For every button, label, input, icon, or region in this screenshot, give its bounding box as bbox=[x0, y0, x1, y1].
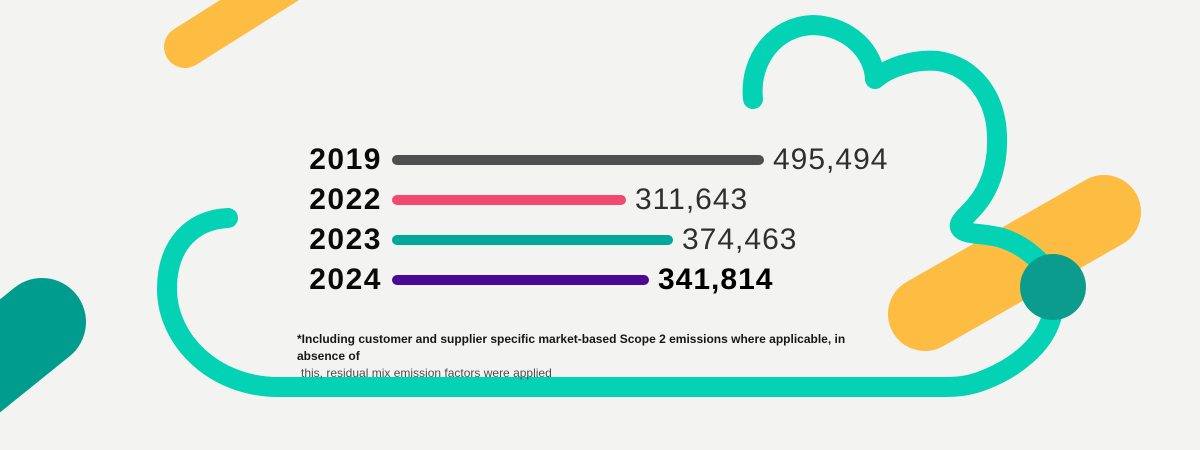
value-label: 495,494 bbox=[773, 143, 889, 176]
footnote-line-2: this, residual mix emission factors were… bbox=[301, 366, 552, 380]
chart-row-2019: 2019 495,494 bbox=[300, 140, 888, 180]
bar bbox=[392, 275, 649, 285]
bar bbox=[392, 235, 673, 245]
cloud-outline-shape bbox=[157, 15, 1066, 397]
chart-row-2024: 2024 341,814 bbox=[300, 260, 888, 300]
dark-teal-pill-shape bbox=[0, 278, 86, 413]
yellow-pill-shape bbox=[888, 175, 1141, 351]
bar bbox=[392, 155, 764, 165]
year-label: 2024 bbox=[309, 263, 382, 296]
footnote: *Including customer and supplier specifi… bbox=[297, 331, 857, 382]
year-label: 2022 bbox=[309, 183, 382, 216]
value-label: 374,463 bbox=[682, 223, 798, 256]
value-label: 341,814 bbox=[658, 263, 774, 296]
emissions-bar-chart: 2019 495,494 2022 311,643 2023 374,463 2024 341… bbox=[300, 140, 888, 300]
year-label: 2019 bbox=[309, 143, 382, 176]
value-label: 311,643 bbox=[635, 183, 749, 216]
chart-row-2023: 2023 374,463 bbox=[300, 220, 888, 260]
footnote-line-1: *Including customer and supplier specifi… bbox=[297, 332, 846, 363]
yellow-diagonal-shape bbox=[164, 0, 300, 68]
teal-dot-shape bbox=[1020, 254, 1086, 320]
year-label: 2023 bbox=[309, 223, 382, 256]
bar bbox=[392, 195, 626, 205]
chart-row-2022: 2022 311,643 bbox=[300, 180, 888, 220]
